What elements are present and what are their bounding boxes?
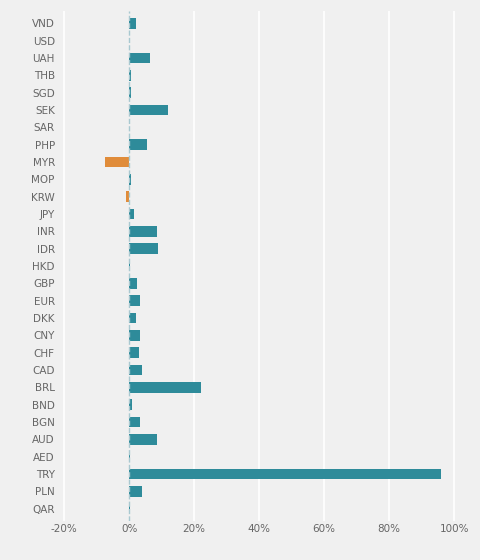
Bar bbox=[129, 347, 139, 358]
Bar bbox=[129, 105, 168, 115]
Bar bbox=[129, 174, 131, 185]
Bar bbox=[129, 70, 131, 81]
Bar bbox=[129, 313, 136, 323]
Bar bbox=[129, 261, 130, 271]
Bar bbox=[129, 209, 134, 219]
Bar bbox=[129, 486, 142, 497]
Bar bbox=[129, 278, 137, 288]
Bar bbox=[129, 399, 132, 410]
Bar bbox=[105, 157, 129, 167]
Bar bbox=[129, 330, 141, 340]
Bar bbox=[129, 139, 147, 150]
Bar bbox=[129, 365, 142, 375]
Bar bbox=[129, 244, 158, 254]
Bar bbox=[129, 382, 201, 393]
Bar bbox=[126, 192, 129, 202]
Bar bbox=[129, 18, 136, 29]
Bar bbox=[129, 469, 441, 479]
Bar bbox=[129, 503, 130, 514]
Bar bbox=[129, 417, 141, 427]
Bar bbox=[129, 226, 157, 236]
Bar bbox=[129, 87, 131, 98]
Bar bbox=[129, 434, 157, 445]
Bar bbox=[129, 451, 130, 462]
Bar bbox=[129, 296, 141, 306]
Bar bbox=[129, 53, 150, 63]
